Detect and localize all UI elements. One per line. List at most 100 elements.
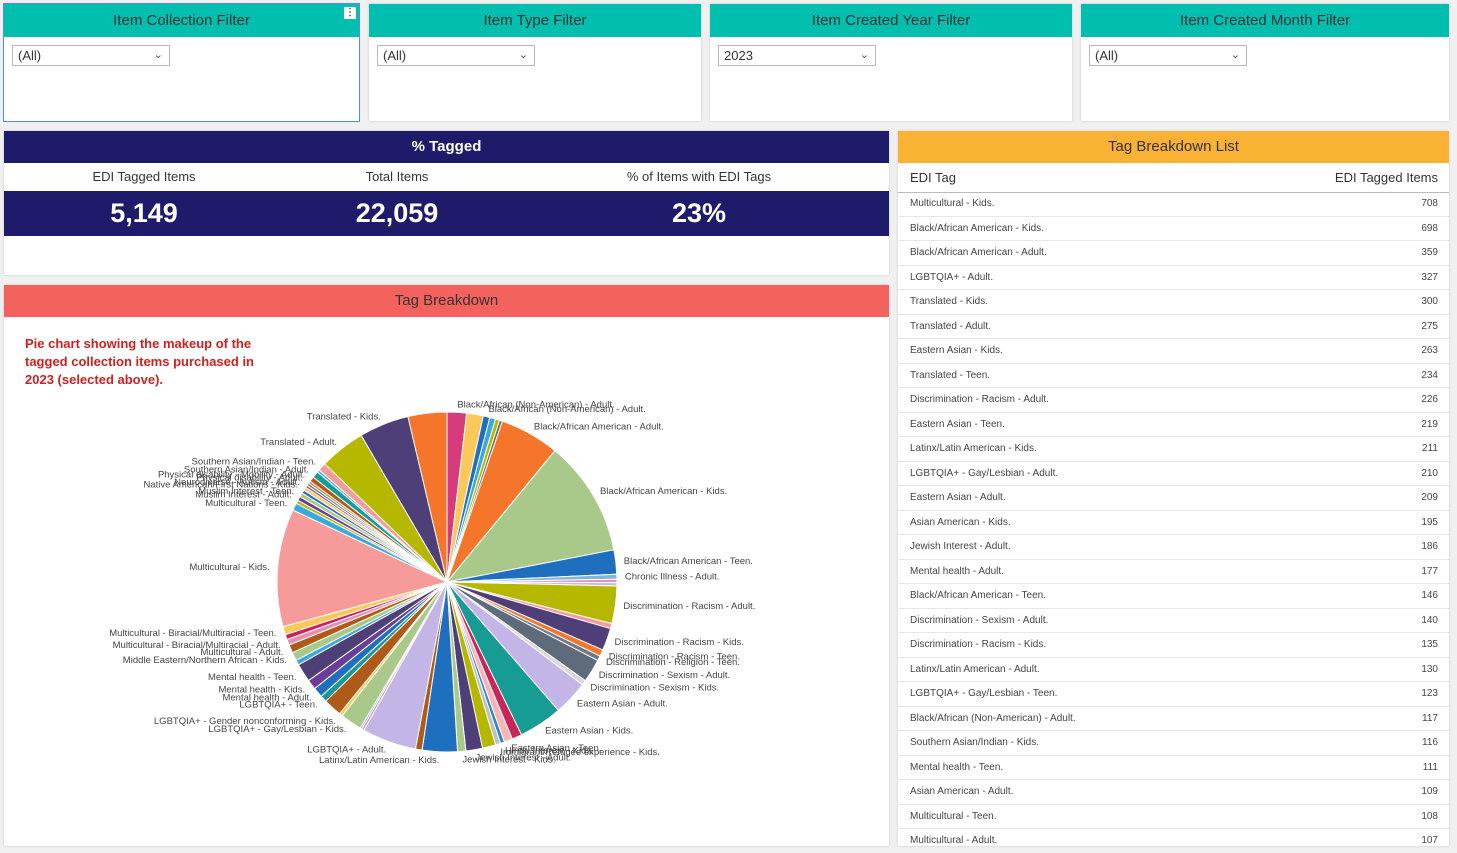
column-header-tag[interactable]: EDI Tag <box>910 170 957 185</box>
table-row[interactable]: Latinx/Latin American - Kids. 211 <box>898 437 1449 462</box>
dropdown-value: (All) <box>1095 48 1119 63</box>
pie-slice[interactable] <box>445 449 615 583</box>
row-count: 146 <box>1421 590 1438 601</box>
table-row[interactable]: Discrimination - Racism - Adult. 226 <box>898 388 1449 413</box>
table-row[interactable]: Southern Asian/Indian - Kids. 116 <box>898 731 1449 756</box>
table-row[interactable]: Jewish Interest - Adult. 186 <box>898 535 1449 560</box>
kpi-value: 5,149 <box>110 198 178 228</box>
row-count: 210 <box>1421 467 1438 479</box>
tag-breakdown-panel: Tag Breakdown Pie chart showing the make… <box>4 285 889 846</box>
slice-label: Muslim Interest - Teen. <box>198 486 294 497</box>
kpi-value: 22,059 <box>355 198 439 228</box>
more-options-icon[interactable]: ⋮ <box>344 7 356 19</box>
table-row[interactable]: LGBTQIA+ - Gay/Lesbian - Teen. 123 <box>898 682 1449 707</box>
slice-label: LGBTQIA+ - Gender nonconforming - Kids. <box>154 716 336 727</box>
table-row[interactable]: Translated - Teen. 234 <box>898 364 1449 388</box>
chevron-down-icon: ⌄ <box>153 49 163 61</box>
slice-label: Chronic Illness - Adult. <box>625 571 720 582</box>
slice-label: Hindu Interest - Kids. <box>505 745 594 756</box>
row-tag: Eastern Asian - Teen. <box>910 418 1005 430</box>
table-row[interactable]: Discrimination - Sexism - Adult. 140 <box>898 609 1449 633</box>
slice-label: Discrimination - Sexism - Adult. <box>599 670 730 681</box>
table-row[interactable]: Black/African American - Adult. 359 <box>898 241 1449 266</box>
slice-label: Middle Eastern/Northern African - Kids. <box>123 655 287 666</box>
table-row[interactable]: Eastern Asian - Adult. 209 <box>898 486 1449 511</box>
slice-label: Discrimination - Religion - Teen. <box>606 657 740 668</box>
table-row[interactable]: LGBTQIA+ - Adult. 327 <box>898 266 1449 290</box>
row-tag: Eastern Asian - Adult. <box>910 492 1006 503</box>
column-header-count[interactable]: EDI Tagged Items <box>1334 170 1438 185</box>
slice-label: Discrimination - Sexism - Kids. <box>590 682 719 693</box>
chevron-down-icon: ⌄ <box>859 49 869 61</box>
table-row[interactable]: Discrimination - Racism - Kids. 135 <box>898 633 1449 658</box>
row-count: 130 <box>1421 663 1438 675</box>
row-tag: Latinx/Latin American - Adult. <box>910 663 1040 675</box>
row-count: 109 <box>1421 786 1438 797</box>
tag-breakdown-list-panel: Tag Breakdown List EDI Tag EDI Tagged It… <box>898 131 1449 846</box>
table-row[interactable]: Mental health - Adult. 177 <box>898 560 1449 584</box>
row-count: 116 <box>1422 737 1438 748</box>
month-dropdown[interactable]: (All) ⌄ <box>1089 45 1247 66</box>
row-tag: Jewish Interest - Adult. <box>910 541 1011 552</box>
row-count: 140 <box>1421 614 1438 626</box>
row-count: 117 <box>1422 712 1438 724</box>
item-created-year-filter: Item Created Year Filter 2023 ⌄ <box>710 4 1072 121</box>
table-body: Multicultural - Kids. 708 Black/African Am… <box>898 192 1449 846</box>
item-created-month-filter: Item Created Month Filter (All) ⌄ <box>1081 4 1449 121</box>
filter-title: Item Created Year Filter <box>710 4 1072 37</box>
filter-title: Item Type Filter <box>369 4 701 37</box>
row-tag: LGBTQIA+ - Adult. <box>910 271 994 283</box>
table-row[interactable]: Translated - Kids. 300 <box>898 290 1449 315</box>
table-row[interactable]: Multicultural - Adult. 107 <box>898 829 1449 846</box>
row-tag: Black/African American - Adult. <box>910 247 1047 258</box>
type-dropdown[interactable]: (All) ⌄ <box>377 45 535 66</box>
row-count: 263 <box>1421 345 1438 356</box>
slice-label: Discrimination - Racism - Adult. <box>623 601 755 612</box>
row-tag: Asian American - Kids. <box>910 516 1011 528</box>
slice-label: Discrimination - Racism - Kids. <box>615 637 744 648</box>
slice-label: Native American/First Nations - Kids. <box>143 479 298 490</box>
pie-slice[interactable] <box>276 509 449 628</box>
row-count: 195 <box>1421 516 1438 528</box>
table-row[interactable]: LGBTQIA+ - Gay/Lesbian - Adult. 210 <box>898 462 1449 486</box>
row-count: 275 <box>1421 320 1438 332</box>
dropdown-value: 2023 <box>724 48 753 63</box>
table-row[interactable]: Asian American - Adult. 109 <box>898 780 1449 805</box>
table-row[interactable]: Mental health - Teen. 111 <box>898 756 1449 780</box>
table-row[interactable]: Translated - Adult. 275 <box>898 315 1449 339</box>
chevron-down-icon: ⌄ <box>1230 49 1240 61</box>
kpi-value: 23% <box>671 198 727 228</box>
row-tag: Translated - Adult. <box>910 320 991 332</box>
row-tag: Asian American - Adult. <box>910 786 1014 797</box>
slice-label: Neurodiverse - Autism - Adult. <box>174 477 300 488</box>
row-tag: Mental health - Adult. <box>910 565 1004 577</box>
table-row[interactable]: Latinx/Latin American - Adult. 130 <box>898 658 1449 682</box>
filter-title: Item Created Month Filter <box>1081 4 1449 37</box>
table-row[interactable]: Asian American - Kids. 195 <box>898 511 1449 535</box>
slice-label: Jewish Interest - Adult. <box>476 753 572 764</box>
table-row[interactable]: Eastern Asian - Teen. 219 <box>898 413 1449 437</box>
slice-label: Translated - Adult. <box>260 437 337 448</box>
table-row[interactable]: Black/African American - Kids. 698 <box>898 217 1449 241</box>
pie-chart: Black/African (Non-American) - Adult.Bla… <box>109 399 755 766</box>
slice-label: Southern Asian/Indian - Teen. <box>192 456 316 467</box>
row-tag: Translated - Kids. <box>910 296 988 307</box>
table-row[interactable]: Black/African (Non-American) - Adult. 117 <box>898 707 1449 731</box>
table-row[interactable]: Eastern Asian - Kids. 263 <box>898 339 1449 364</box>
collection-dropdown[interactable]: (All) ⌄ <box>12 45 170 66</box>
kpi-label: % of Items with EDI Tags <box>626 169 772 184</box>
slice-label: LGBTQIA+ - Gay/Lesbian - Kids. <box>208 724 346 735</box>
table-row[interactable]: Multicultural - Teen. 108 <box>898 805 1449 829</box>
pie-slice[interactable] <box>407 411 448 583</box>
slice-label: Black/African (Non-American) - Adult. <box>457 399 614 410</box>
table-row[interactable]: Black/African American - Teen. 146 <box>898 584 1449 609</box>
kpi-label: Total Items <box>365 169 429 184</box>
item-collection-filter: Item Collection Filter ⋮ (All) ⌄ <box>3 3 360 122</box>
row-count: 300 <box>1421 296 1438 307</box>
row-tag: Translated - Teen. <box>910 369 991 381</box>
row-count: 135 <box>1421 639 1438 650</box>
table-row[interactable]: Multicultural - Kids. 708 <box>898 192 1449 217</box>
year-dropdown[interactable]: 2023 ⌄ <box>718 45 876 66</box>
row-tag: Black/African American - Kids. <box>910 222 1044 234</box>
chart-note: Pie chart showing the makeup of the tagg… <box>25 336 254 387</box>
